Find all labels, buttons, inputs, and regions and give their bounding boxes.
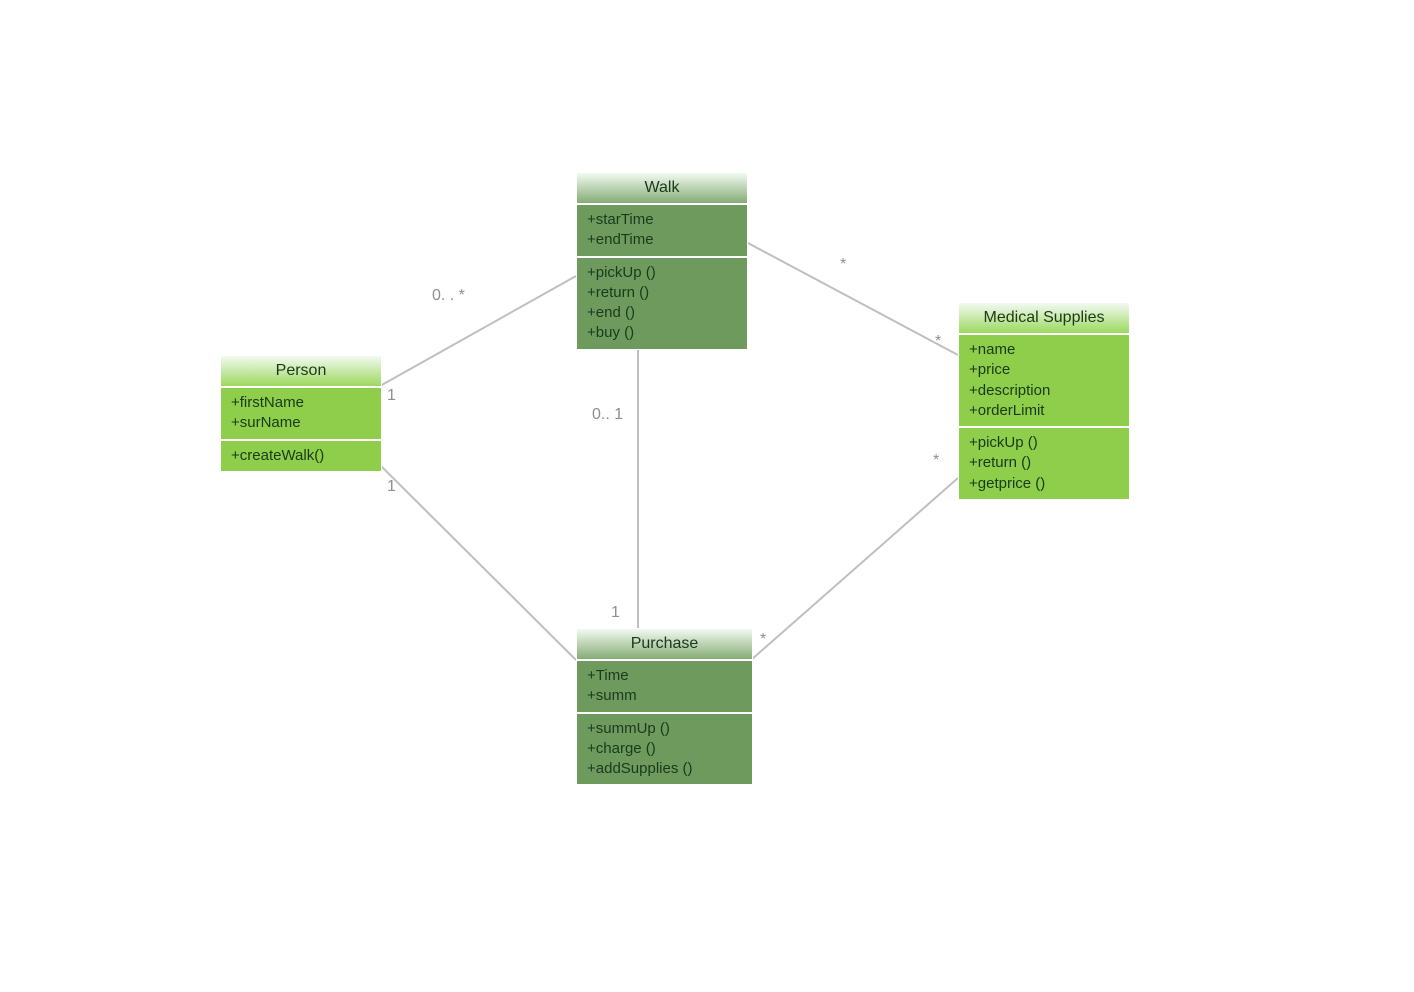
edge-person-walk bbox=[380, 276, 576, 386]
class-walk-methods: +pickUp ()+return ()+end ()+buy () bbox=[577, 256, 747, 349]
class-medical-method: +return () bbox=[969, 453, 1119, 473]
class-medical-attr: +orderLimit bbox=[969, 401, 1119, 421]
multiplicity-label: * bbox=[840, 256, 846, 274]
class-person: Person+firstName+surName+createWalk() bbox=[220, 355, 382, 472]
class-medical: Medical Supplies+name+price+description+… bbox=[958, 302, 1130, 500]
multiplicity-label: 1 bbox=[611, 604, 620, 622]
multiplicity-label: 0. . * bbox=[432, 287, 465, 305]
class-purchase-attr: +Time bbox=[587, 666, 742, 686]
class-purchase-methods: +summUp ()+charge ()+addSupplies () bbox=[577, 712, 752, 785]
class-walk-method: +end () bbox=[587, 303, 737, 323]
class-medical-method: +pickUp () bbox=[969, 433, 1119, 453]
class-purchase-title: Purchase bbox=[577, 629, 752, 661]
class-person-attributes: +firstName+surName bbox=[221, 388, 381, 439]
class-medical-title: Medical Supplies bbox=[959, 303, 1129, 335]
class-walk-method: +pickUp () bbox=[587, 263, 737, 283]
edge-walk-medical bbox=[746, 242, 958, 355]
class-walk-attr: +starTime bbox=[587, 210, 737, 230]
class-purchase: Purchase+Time+summ+summUp ()+charge ()+a… bbox=[576, 628, 753, 785]
edge-person-purchase bbox=[380, 465, 576, 660]
multiplicity-label: 1 bbox=[387, 478, 396, 496]
class-purchase-attributes: +Time+summ bbox=[577, 661, 752, 712]
class-purchase-method: +addSupplies () bbox=[587, 759, 742, 779]
class-medical-methods: +pickUp ()+return ()+getprice () bbox=[959, 426, 1129, 499]
class-walk-attr: +endTime bbox=[587, 230, 737, 250]
class-medical-attr: +name bbox=[969, 340, 1119, 360]
class-purchase-method: +charge () bbox=[587, 739, 742, 759]
class-person-attr: +firstName bbox=[231, 393, 371, 413]
multiplicity-label: * bbox=[933, 452, 939, 470]
class-walk-attributes: +starTime+endTime bbox=[577, 205, 747, 256]
class-medical-attributes: +name+price+description+orderLimit bbox=[959, 335, 1129, 426]
edge-layer bbox=[0, 0, 1414, 992]
class-person-title: Person bbox=[221, 356, 381, 388]
class-person-method: +createWalk() bbox=[231, 446, 371, 466]
class-purchase-method: +summUp () bbox=[587, 719, 742, 739]
multiplicity-label: 1 bbox=[387, 387, 396, 405]
class-medical-attr: +price bbox=[969, 360, 1119, 380]
multiplicity-label: * bbox=[760, 631, 766, 649]
class-medical-attr: +description bbox=[969, 381, 1119, 401]
class-person-attr: +surName bbox=[231, 413, 371, 433]
class-walk-title: Walk bbox=[577, 173, 747, 205]
class-purchase-attr: +summ bbox=[587, 686, 742, 706]
multiplicity-label: 0.. 1 bbox=[592, 406, 623, 424]
edge-purchase-medical bbox=[751, 478, 958, 660]
class-walk-method: +return () bbox=[587, 283, 737, 303]
class-walk-method: +buy () bbox=[587, 323, 737, 343]
multiplicity-label: * bbox=[935, 333, 941, 351]
class-walk: Walk+starTime+endTime+pickUp ()+return (… bbox=[576, 172, 748, 350]
class-person-methods: +createWalk() bbox=[221, 439, 381, 471]
class-medical-method: +getprice () bbox=[969, 474, 1119, 494]
